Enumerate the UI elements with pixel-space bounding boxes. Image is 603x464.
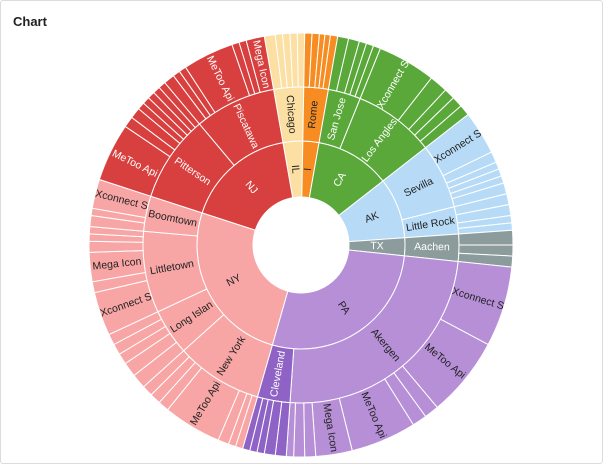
city-label: Rome [306, 100, 321, 129]
product-label: Mega Icon [92, 256, 142, 273]
state-label: TX [370, 240, 384, 252]
city-label: Aachen [414, 241, 450, 254]
state-label: IL [289, 164, 302, 174]
product-arc [245, 35, 275, 93]
state-label: AK [363, 209, 380, 225]
chart-title: Chart [13, 14, 47, 29]
product-arc [88, 240, 144, 253]
state-label: I [302, 167, 314, 171]
city-label: Chicago [283, 95, 298, 135]
